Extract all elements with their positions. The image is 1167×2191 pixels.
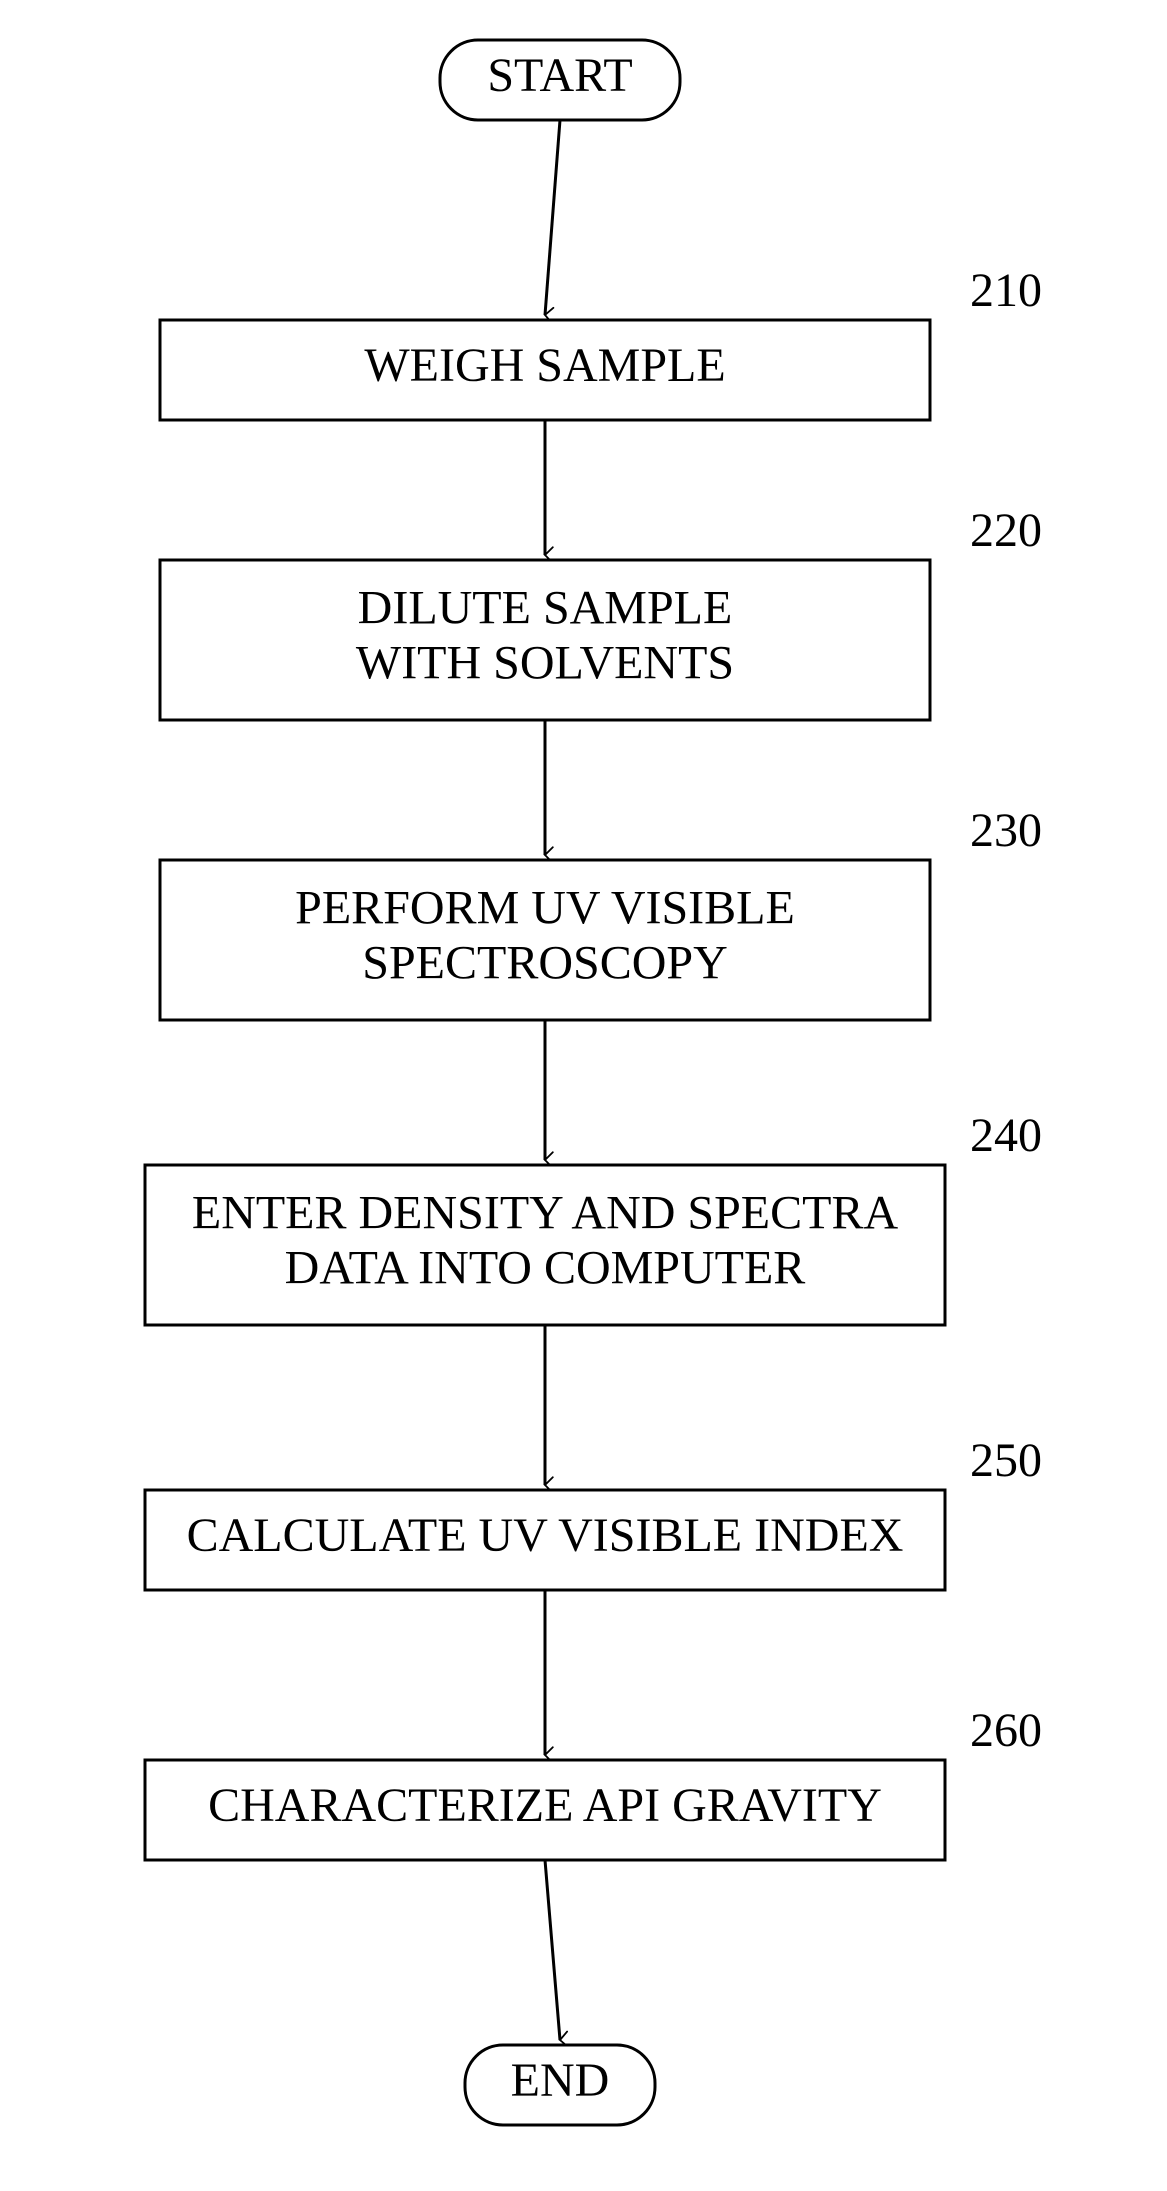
node-start: START — [440, 40, 680, 120]
ref-210: 210 — [970, 264, 1042, 317]
ref-220: 220 — [970, 504, 1042, 557]
node-n230-label-0: PERFORM UV VISIBLE — [295, 881, 795, 934]
node-n250-label-0: CALCULATE UV VISIBLE INDEX — [187, 1509, 904, 1562]
ref-240: 240 — [970, 1109, 1042, 1162]
node-n220-label-0: DILUTE SAMPLE — [358, 581, 733, 634]
node-n220: DILUTE SAMPLEWITH SOLVENTS 220 — [160, 504, 1042, 720]
edge-start-to-n210 — [545, 120, 560, 315]
ref-250: 250 — [970, 1434, 1042, 1487]
ref-260: 260 — [970, 1704, 1042, 1757]
flowchart-canvas: START WEIGH SAMPLE 210 DILUTE SAMPLEWITH SO… — [0, 0, 1167, 2191]
node-n220-label-1: WITH SOLVENTS — [356, 637, 734, 690]
ref-230: 230 — [970, 804, 1042, 857]
edge-n260-to-end — [545, 1860, 560, 2040]
node-n260: CHARACTERIZE API GRAVITY 260 — [145, 1704, 1042, 1860]
node-n240-label-1: DATA INTO COMPUTER — [285, 1242, 806, 1295]
node-n210: WEIGH SAMPLE 210 — [160, 264, 1042, 420]
node-end-label-0: END — [511, 2054, 610, 2107]
node-n240: ENTER DENSITY AND SPECTRADATA INTO COMPU… — [145, 1109, 1042, 1325]
node-n230-label-1: SPECTROSCOPY — [362, 937, 727, 990]
node-end: END — [465, 2045, 655, 2125]
node-n240-label-0: ENTER DENSITY AND SPECTRA — [192, 1186, 899, 1239]
node-start-label-0: START — [487, 49, 632, 102]
node-n260-label-0: CHARACTERIZE API GRAVITY — [208, 1779, 882, 1832]
node-n230: PERFORM UV VISIBLESPECTROSCOPY 230 — [160, 804, 1042, 1020]
node-n250: CALCULATE UV VISIBLE INDEX 250 — [145, 1434, 1042, 1590]
node-n210-label-0: WEIGH SAMPLE — [364, 339, 725, 392]
